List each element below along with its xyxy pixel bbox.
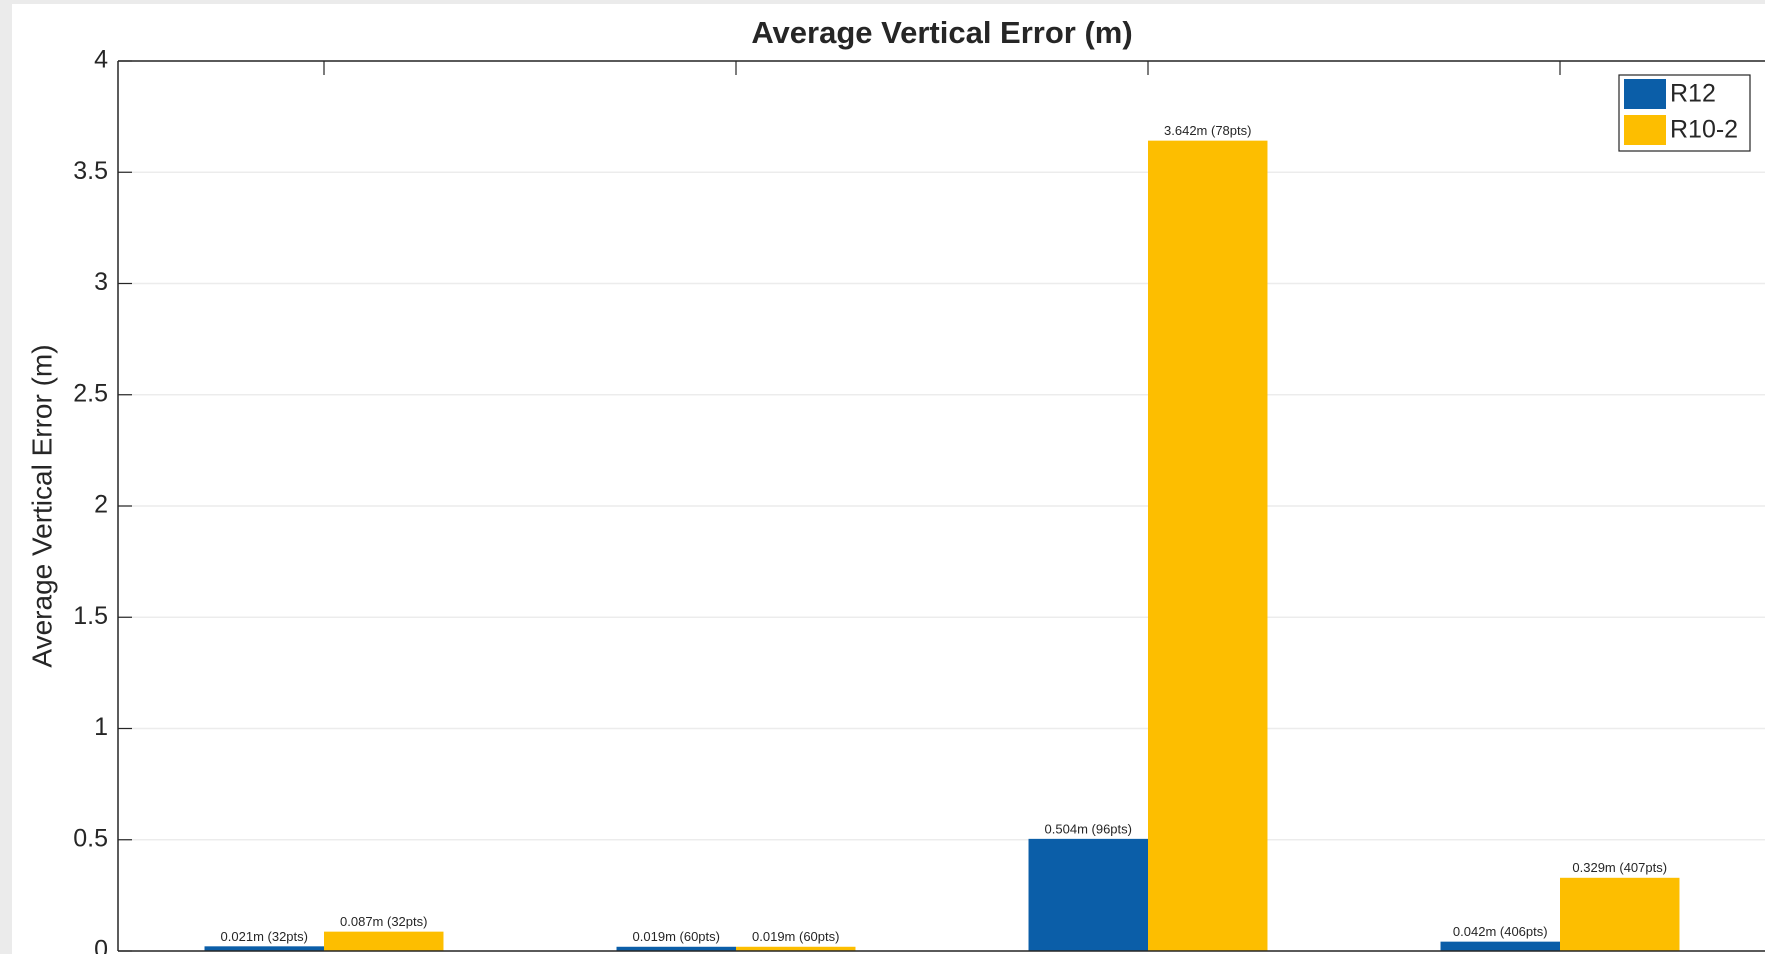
y-axis-label: Average Vertical Error (m) [26,344,57,667]
legend-swatch [1624,115,1666,145]
legend-label: R12 [1670,80,1716,108]
value-label: 0.329m (407pts) [1572,860,1667,875]
bar [616,946,736,951]
chart-title: Average Vertical Error (m) [751,15,1132,50]
y-tick-label: 3.5 [73,157,108,185]
bar [324,931,444,951]
value-label: 0.019m (60pts) [752,929,839,944]
value-label: 0.021m (32pts) [221,929,308,944]
legend-label: R10-2 [1670,116,1738,144]
y-tick-label: 1 [94,713,108,741]
y-tick-label: 2 [94,491,108,519]
y-tick-label: 2.5 [73,379,108,407]
value-label: 0.042m (406pts) [1453,924,1548,939]
y-tick-label: 3 [94,268,108,296]
value-label: 0.504m (96pts) [1045,821,1132,836]
value-label: 3.642m (78pts) [1164,123,1251,138]
y-tick-label: 0.5 [73,824,108,852]
bar [204,946,324,951]
y-tick-label: 0 [94,936,108,954]
legend-swatch [1624,79,1666,109]
bar [1148,140,1268,951]
y-tick-label: 4 [94,46,108,74]
y-tick-label: 1.5 [73,602,108,630]
value-label: 0.019m (60pts) [633,929,720,944]
bar [1028,838,1148,951]
bar [736,946,856,951]
bar [1560,877,1680,951]
value-label: 0.087m (32pts) [340,914,427,929]
bar [1440,941,1560,951]
